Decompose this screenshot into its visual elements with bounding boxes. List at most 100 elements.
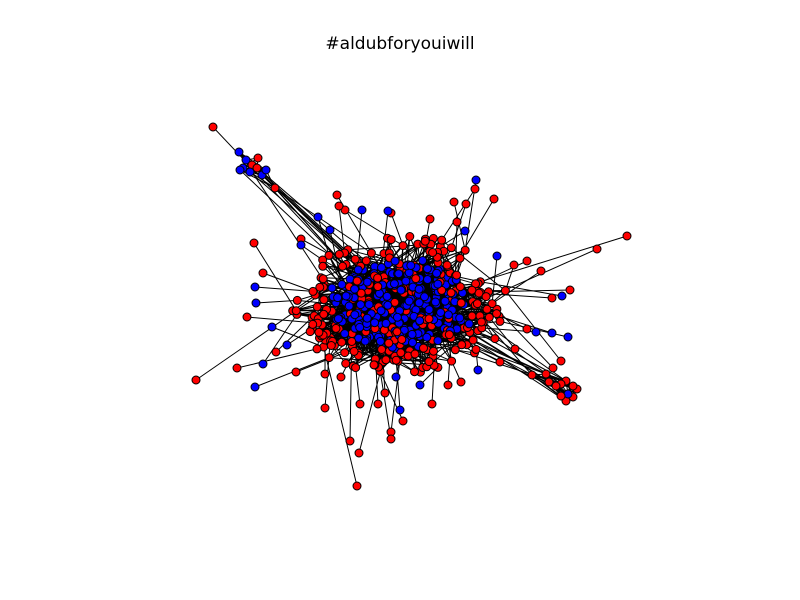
graph-node-red — [443, 380, 453, 390]
graph-node-red — [319, 309, 329, 319]
graph-node-red — [470, 184, 480, 194]
graph-edge — [275, 317, 313, 353]
graph-node-red — [544, 377, 554, 387]
graph-node-blue — [234, 147, 244, 157]
graph-node-blue — [455, 313, 465, 323]
graph-node-red — [468, 335, 478, 345]
graph-node-red — [292, 295, 302, 305]
node-layer — [191, 122, 632, 491]
graph-node-blue — [377, 263, 386, 272]
graph-node-blue — [350, 310, 360, 320]
graph-edge — [454, 221, 458, 276]
graph-node-blue — [471, 175, 481, 185]
graph-node-red — [341, 359, 351, 368]
graph-node-red — [391, 355, 401, 365]
graph-node-red — [424, 314, 434, 324]
graph-edge — [480, 235, 628, 283]
graph-node-blue — [392, 312, 402, 322]
graph-node-blue — [241, 155, 251, 165]
graph-edge — [453, 201, 466, 251]
graph-node-blue — [333, 293, 343, 303]
graph-node-blue — [492, 251, 502, 261]
graph-node-blue — [407, 329, 417, 339]
graph-node-blue — [415, 316, 425, 326]
graph-node-red — [548, 363, 558, 373]
graph-node-red — [373, 273, 383, 283]
graph-node-blue — [357, 205, 367, 215]
graph-edge — [504, 264, 515, 291]
graph-node-red — [592, 244, 602, 254]
graph-node-red — [405, 232, 415, 241]
graph-node-blue — [350, 284, 360, 294]
graph-node-blue — [531, 327, 541, 337]
graph-node-red — [361, 256, 371, 266]
graph-node-red — [411, 274, 421, 284]
graph-node-blue — [327, 283, 337, 293]
graph-node-blue — [235, 165, 245, 175]
graph-edge — [498, 315, 553, 334]
graph-node-blue — [422, 332, 432, 342]
graph-node-blue — [333, 314, 343, 324]
graph-node-red — [428, 248, 438, 257]
graph-node-red — [338, 261, 347, 271]
graph-node-red — [208, 122, 218, 132]
graph-node-blue — [356, 300, 365, 310]
graph-node-blue — [337, 280, 347, 289]
graph-node-red — [242, 312, 252, 322]
graph-node-blue — [473, 365, 483, 375]
graph-node-red — [556, 356, 566, 366]
graph-node-blue — [406, 261, 416, 270]
graph-node-blue — [296, 240, 306, 250]
graph-node-red — [369, 360, 379, 370]
graph-node-red — [312, 302, 322, 312]
graph-node-red — [334, 249, 344, 259]
graph-edge — [476, 248, 598, 303]
graph-node-red — [437, 235, 447, 245]
graph-node-red — [487, 299, 497, 309]
graph-node-red — [352, 481, 362, 491]
graph-node-red — [386, 235, 396, 245]
graph-edge — [390, 352, 402, 433]
graph-edge — [441, 188, 476, 241]
graph-node-red — [373, 282, 383, 292]
graph-node-red — [334, 201, 344, 211]
graph-node-red — [447, 356, 457, 366]
graph-node-red — [349, 346, 359, 356]
graph-node-red — [351, 363, 361, 373]
graph-edge — [274, 187, 355, 277]
graph-node-blue — [362, 277, 372, 287]
graph-node-red — [331, 323, 341, 333]
graph-node-red — [456, 377, 466, 387]
graph-node-blue — [251, 298, 261, 308]
graph-edge — [488, 317, 516, 350]
graph-node-red — [291, 367, 301, 377]
graph-node-red — [336, 372, 346, 382]
graph-node-red — [381, 355, 391, 365]
graph-node-red — [489, 194, 499, 204]
graph-node-red — [380, 388, 390, 398]
graph-node-red — [345, 436, 355, 446]
graph-node-red — [509, 260, 519, 270]
graph-node-blue — [395, 405, 405, 415]
graph-node-red — [446, 288, 456, 298]
graph-node-red — [373, 399, 383, 409]
graph-node-blue — [401, 276, 411, 286]
graph-node-red — [460, 245, 470, 255]
graph-node-red — [232, 363, 242, 373]
graph-node-blue — [423, 275, 432, 284]
graph-node-red — [386, 434, 396, 444]
graph-node-blue — [404, 296, 414, 306]
graph-node-red — [324, 353, 334, 363]
graph-node-red — [308, 319, 318, 329]
graph-node-red — [318, 274, 328, 284]
graph-edge — [255, 299, 298, 304]
graph-node-red — [377, 345, 387, 354]
graph-node-red — [536, 266, 546, 276]
graph-node-blue — [433, 336, 443, 346]
graph-node-red — [457, 340, 467, 350]
graph-node-red — [352, 276, 362, 286]
graph-node-red — [398, 416, 408, 426]
graph-node-blue — [370, 318, 380, 328]
graph-edge — [491, 270, 542, 305]
